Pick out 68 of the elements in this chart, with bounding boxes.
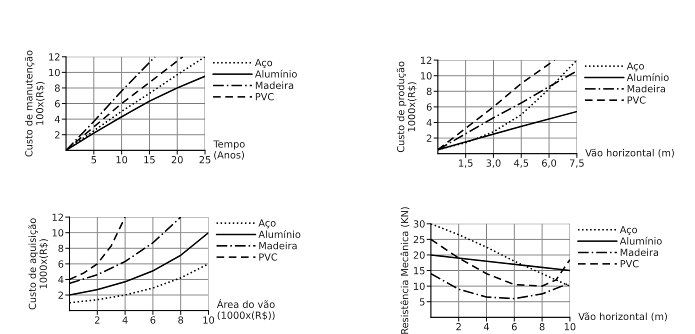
- legend-label: Madeira: [256, 82, 294, 90]
- y-axis-title: Custo de aquisição 1000x(R$): [28, 218, 48, 310]
- x-axis-title: Vão horizontal (m): [585, 148, 674, 158]
- y-tick-label: 2: [54, 131, 60, 138]
- x-tick-label: 10: [203, 316, 214, 324]
- legend-label: Aço: [620, 226, 638, 236]
- y-tick-label: 6: [58, 260, 64, 268]
- y-axis-title: Custo de manutenção 100x(R$): [24, 50, 45, 157]
- x-tick-label: 7,5: [570, 159, 584, 168]
- y-tick-label: 4: [426, 119, 432, 126]
- y-axis-title: Custo de produção 1000x(R$): [396, 62, 417, 152]
- y-tick-label: 8: [426, 88, 432, 96]
- legend-label: Aço: [258, 219, 276, 228]
- x-tick-label: 1,5: [458, 159, 473, 168]
- x-tick-label: 6,0: [542, 159, 556, 168]
- y-tick-label: 2: [426, 134, 432, 142]
- y-tick-label: 10: [414, 282, 425, 290]
- y-tick-label: 8: [58, 244, 64, 252]
- y-tick-label: 25: [414, 236, 424, 244]
- x-tick-label: 20: [172, 156, 183, 164]
- y-tick-label: 2: [58, 292, 63, 299]
- x-tick-label: 15: [144, 156, 155, 164]
- y-tick-label: 12: [49, 53, 60, 60]
- x-tick-label: 25: [200, 156, 210, 164]
- legend-label: Aço: [254, 59, 272, 68]
- x-axis-title: Tempo (Anos): [213, 140, 245, 160]
- legend-label: Alumínio: [254, 70, 297, 78]
- y-tick-label: 6: [426, 103, 432, 111]
- y-tick-label: 10: [49, 68, 60, 76]
- x-tick-label: 8: [540, 323, 545, 330]
- y-tick-label: 10: [52, 229, 64, 237]
- y-tick-label: 6: [54, 100, 60, 108]
- x-tick-label: 6: [512, 323, 517, 330]
- x-tick-label: 6: [150, 316, 156, 324]
- legend-label: PVC: [256, 93, 274, 100]
- x-tick-label: 4: [484, 323, 490, 330]
- y-tick-label: 4: [58, 276, 64, 284]
- legend-label: Alumínio: [258, 230, 300, 238]
- y-tick-label: 15: [414, 267, 424, 274]
- y-tick-label: 30: [414, 220, 425, 228]
- y-tick-label: 12: [52, 214, 63, 221]
- x-tick-label: 2: [94, 316, 100, 324]
- legend-label: Madeira: [620, 248, 658, 256]
- legend-label: Alumínio: [626, 73, 669, 82]
- legend-label: PVC: [259, 253, 278, 261]
- x-tick-label: 3,0: [486, 159, 501, 168]
- y-axis-title: Resistência Mecânica (KN): [400, 207, 410, 334]
- legend-label: Alumínio: [620, 236, 662, 245]
- legend-label: Aço: [626, 62, 644, 72]
- y-tick-label: 4: [54, 116, 60, 123]
- x-tick-label: 2: [456, 323, 461, 330]
- y-tick-label: 8: [54, 84, 60, 92]
- legend-label: Madeira: [259, 242, 297, 250]
- x-tick-label: 8: [178, 316, 184, 324]
- y-tick-label: 20: [414, 251, 425, 259]
- legend-label: PVC: [628, 96, 646, 104]
- legend-label: PVC: [620, 260, 639, 268]
- y-tick-label: 10: [420, 72, 432, 80]
- x-tick-label: 4: [122, 316, 128, 324]
- x-tick-label: 5: [91, 156, 96, 164]
- x-axis-title: Vão horizontal (m): [578, 312, 667, 322]
- legend-label: Madeira: [628, 84, 665, 92]
- y-tick-label: 12: [420, 56, 432, 64]
- x-axis-title: Área do vão (1000x(R$)): [216, 298, 275, 320]
- y-tick-label: 5: [420, 298, 424, 306]
- x-tick-label: 10: [564, 323, 576, 330]
- x-tick-label: 10: [116, 156, 128, 164]
- x-tick-label: 4,5: [514, 159, 528, 168]
